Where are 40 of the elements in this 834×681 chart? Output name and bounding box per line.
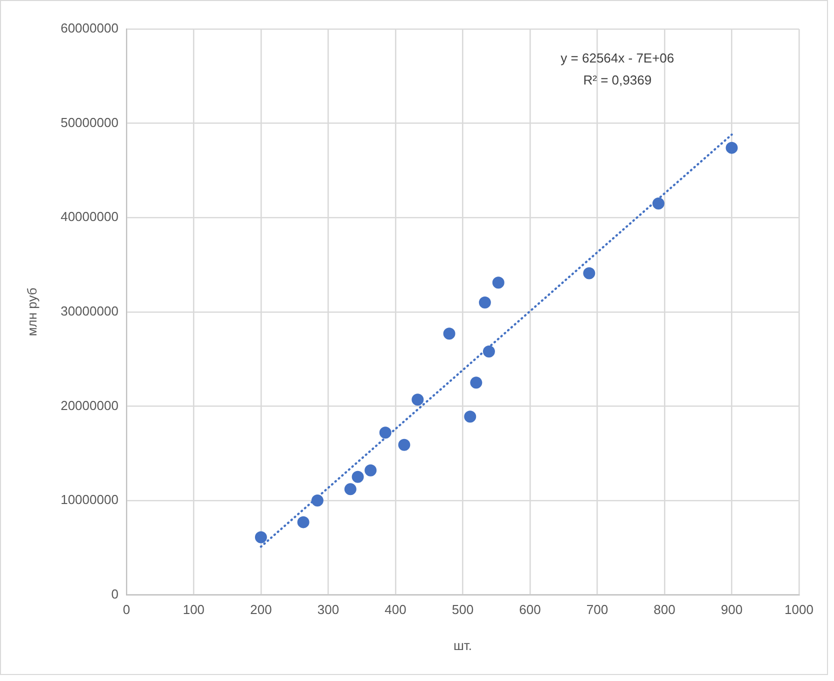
x-tick-label: 900 (720, 602, 743, 618)
x-tick-label: 300 (317, 602, 340, 618)
x-tick-label: 800 (654, 602, 676, 618)
point (652, 197, 664, 210)
point (482, 346, 495, 358)
point (464, 410, 476, 423)
y-tick-label: 40000000 (60, 209, 118, 224)
point (398, 438, 410, 451)
point (412, 394, 424, 406)
x-tick-label: 0 (122, 602, 130, 618)
point (443, 328, 456, 340)
annotation: R² = 0,9369 (583, 72, 652, 88)
y-tick-label: 50000000 (60, 114, 118, 130)
x-axis-title: шт. (453, 638, 472, 653)
x-tick-label: 500 (452, 602, 474, 618)
point (470, 376, 482, 389)
point (492, 276, 504, 289)
point (352, 470, 364, 483)
point (364, 464, 377, 476)
x-tick-label: 100 (182, 602, 205, 618)
point (583, 267, 596, 280)
y-tick-label: 20000000 (60, 398, 118, 413)
x-tick-label: 600 (519, 602, 541, 618)
y-tick-label: 30000000 (60, 303, 118, 318)
x-tick-label: 700 (586, 602, 608, 618)
x-tick-label: 1000 (784, 602, 814, 618)
x-tick-label: 400 (384, 602, 406, 618)
y-axis-title: млн руб (24, 288, 40, 336)
y-tick-label: 10000000 (60, 492, 118, 508)
point (726, 142, 738, 154)
y-tick-label: 0 (111, 586, 118, 602)
point (297, 516, 310, 528)
y-tick-label: 60000000 (60, 20, 118, 36)
point (344, 483, 356, 496)
point (478, 296, 491, 308)
point (311, 494, 324, 506)
point (379, 426, 392, 439)
annotation: y = 62564x - 7E+06 (560, 50, 674, 66)
x-tick-label: 200 (250, 602, 272, 618)
point (254, 531, 267, 544)
